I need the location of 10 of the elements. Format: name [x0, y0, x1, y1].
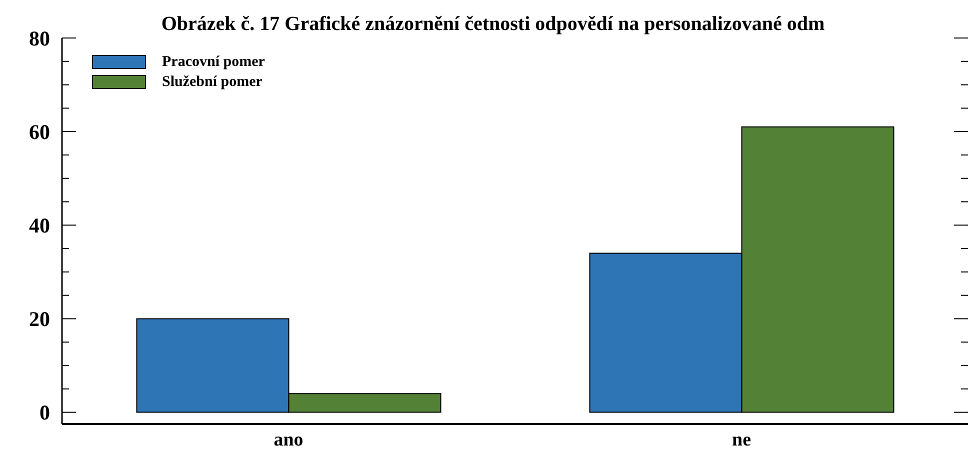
y-tick-label: 20 — [29, 307, 50, 332]
y-tick-label: 80 — [29, 26, 50, 50]
y-tick-label: 40 — [29, 214, 50, 238]
y-tick-label: 60 — [29, 120, 50, 144]
x-tick-label: ano — [274, 429, 304, 450]
y-tick-label: 0 — [40, 400, 50, 425]
legend-label: Služební pomer — [162, 74, 262, 90]
chart-title: Obrázek č. 17 Grafické znázornění četnosti odpovědí na personalizované odm — [161, 13, 825, 35]
legend-label: Pracovní pomer — [162, 54, 265, 70]
x-tick-label: ne — [732, 429, 751, 450]
